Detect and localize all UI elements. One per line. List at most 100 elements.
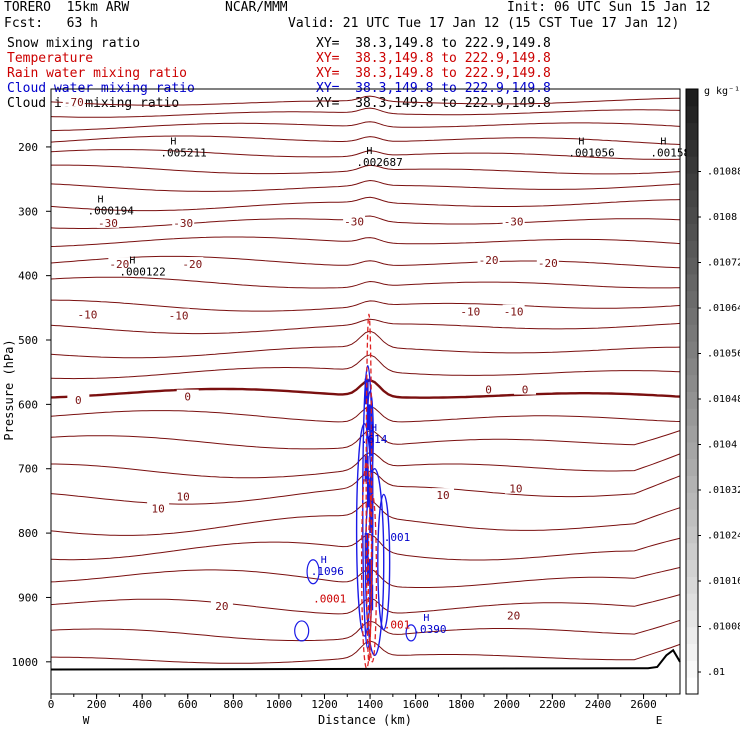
isotherm-label-bg	[502, 214, 525, 227]
legend-field-name: Temperature	[7, 51, 94, 66]
isotherm-label-bg	[477, 253, 500, 266]
isotherm-line	[51, 405, 680, 423]
maximum-value: .1096	[311, 565, 344, 578]
isotherm-label: -20	[538, 257, 558, 270]
colorbar-segment	[686, 139, 698, 157]
x-tick-label: 1200	[311, 698, 338, 711]
colorbar-tick-label: .01024	[707, 531, 740, 542]
colorbar-segment	[686, 576, 698, 594]
colorbar-segment	[686, 643, 698, 661]
colorbar-segment	[686, 257, 698, 275]
colorbar-tick-label: .01064	[707, 303, 740, 314]
cloud-water-contour	[294, 620, 310, 642]
cloud-water-contour	[364, 468, 385, 657]
rain-water-contour	[360, 461, 373, 669]
y-tick-label: 600	[18, 398, 38, 411]
y-tick-label: 800	[18, 527, 38, 540]
colorbar-segment	[686, 542, 698, 561]
colorbar-segment	[686, 89, 698, 107]
maximum-value: .002687	[356, 156, 402, 169]
colorbar-segment	[686, 341, 698, 359]
colorbar-segment	[686, 173, 698, 191]
isotherm-label: 10	[509, 483, 522, 496]
isotherm-line	[51, 318, 680, 335]
x-tick-label: 2600	[630, 698, 657, 711]
colorbar-segment	[686, 206, 698, 224]
x-tick-label: 1800	[448, 698, 475, 711]
isotherm-label-bg	[62, 94, 85, 107]
center-label: NCAR/MMM	[225, 0, 288, 15]
isotherm-line	[51, 500, 680, 536]
colorbar-segment	[686, 240, 698, 258]
colorbar-tick-label: .0108	[707, 212, 737, 223]
isotherm-label: -30	[344, 216, 364, 229]
isotherm-label: 0	[485, 384, 492, 397]
maximum-value: .001	[384, 531, 411, 544]
isotherm-line	[51, 164, 680, 175]
legend-field-xy: XY= 38.3,149.8 to 222.9,149.8	[316, 36, 551, 51]
isotherm-label: 10	[151, 503, 164, 516]
isotherm-label-bg	[536, 255, 559, 268]
init-time: Init: 06 UTC Sun 15 Jan 12	[507, 0, 711, 15]
colorbar-tick-label: .01088	[707, 167, 740, 178]
colorbar-segment	[686, 509, 698, 527]
maximum-value: .614	[361, 433, 388, 446]
isotherm-label: -10	[78, 308, 98, 321]
isotherm-label: -20	[479, 254, 499, 267]
isotherm-label-bg	[108, 257, 131, 270]
y-axis-label: Pressure (hPa)	[2, 339, 16, 440]
valid-time: Valid: 21 UTC Tue 17 Jan 12 (15 CST Tue …	[288, 16, 680, 31]
colorbar-frame	[685, 88, 699, 695]
maximum-marker: H	[578, 137, 584, 148]
isotherm-label: 0	[75, 394, 82, 407]
colorbar-segment	[686, 307, 698, 325]
isotherm-label: -30	[504, 216, 524, 229]
maximum-value: .0001	[313, 593, 346, 606]
isotherm-label: -20	[109, 258, 129, 271]
legend-field-name: Rain water mixing ratio	[7, 66, 188, 81]
isotherm-label-bg	[514, 382, 537, 395]
isotherm-label-bg	[96, 215, 119, 228]
isotherm-line	[51, 196, 680, 212]
rain-water-contour	[367, 493, 378, 663]
isotherm-line	[51, 95, 680, 106]
cloud-water-contour	[306, 559, 320, 585]
isotherm-label-bg	[147, 501, 170, 514]
colorbar-segment	[686, 105, 698, 124]
colorbar-segment	[686, 273, 698, 292]
x-tick-label: 1400	[357, 698, 384, 711]
maximum-value: .001581	[650, 147, 696, 160]
colorbar-segment	[686, 677, 698, 695]
isotherm-label-bg	[504, 481, 527, 494]
cloud-water-contour	[405, 624, 417, 642]
legend-field-xy: XY= 38.3,149.8 to 222.9,149.8	[316, 51, 551, 66]
maximum-marker: H	[170, 137, 176, 148]
isotherm-label: -70	[64, 96, 84, 109]
legend-field-name: Snow mixing ratio	[7, 36, 141, 51]
isotherm-label-bg	[343, 214, 366, 227]
colorbar-segment	[686, 156, 698, 174]
x-tick-label: 2400	[585, 698, 612, 711]
colorbar-segment	[686, 492, 698, 510]
y-tick-label: 400	[18, 270, 38, 283]
colorbar-segment	[686, 357, 698, 376]
colorbar-segment	[686, 324, 698, 342]
isotherm-line	[51, 429, 680, 450]
x-tick-label: 600	[178, 698, 198, 711]
maximum-marker: H	[97, 195, 103, 206]
isotherm-label: 20	[215, 600, 228, 613]
colorbar-tick-label: .01016	[707, 576, 740, 587]
y-tick-label: 200	[18, 141, 38, 154]
colorbar-tick-label: .01048	[707, 394, 740, 405]
maximum-marker: H	[423, 613, 429, 624]
isotherm-label-bg	[167, 308, 190, 321]
colorbar-segment	[686, 223, 698, 241]
colorbar-tick-label: .01056	[707, 349, 740, 360]
maximum-marker: H	[321, 555, 327, 566]
isotherm-label-bg	[210, 598, 233, 611]
isotherm-label: 0	[184, 391, 191, 404]
isotherm-label-bg	[477, 382, 500, 395]
isotherm-line	[51, 451, 680, 479]
y-tick-label: 500	[18, 334, 38, 347]
y-tick-label: 300	[18, 205, 38, 218]
